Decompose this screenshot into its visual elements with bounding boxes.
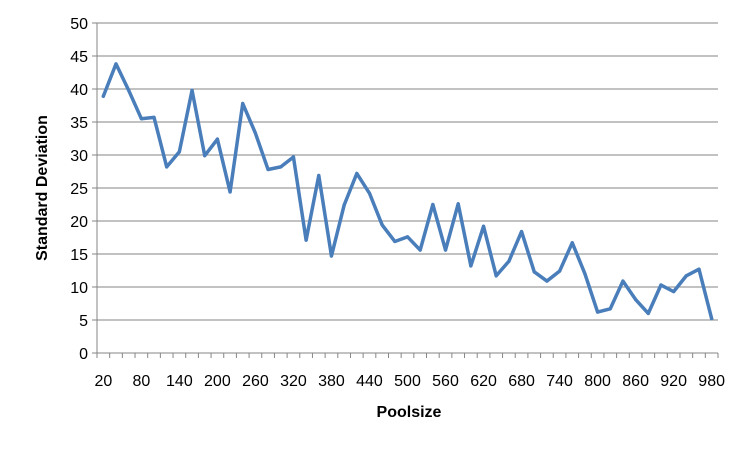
data-point	[621, 279, 625, 283]
data-point	[519, 229, 524, 234]
x-tick-label: 980	[698, 373, 725, 390]
x-tick-label: 320	[280, 373, 307, 390]
data-point	[367, 191, 372, 195]
data-point	[697, 267, 701, 271]
y-tick-label: 40	[70, 82, 88, 99]
x-tick-label: 920	[660, 373, 687, 390]
data-point	[672, 290, 676, 294]
data-point	[418, 248, 422, 252]
x-tick-label: 140	[166, 373, 193, 390]
y-tick-label: 5	[79, 313, 88, 330]
gridlines	[97, 22, 718, 321]
x-tick-label: 740	[546, 373, 573, 390]
data-point	[456, 202, 460, 206]
x-axis-title: Poolsize	[377, 404, 442, 421]
y-tick-label: 45	[70, 49, 88, 66]
data-point	[241, 101, 245, 106]
series-line	[101, 62, 714, 321]
x-tick-label: 80	[132, 373, 150, 390]
data-point	[710, 317, 714, 321]
data-point	[431, 202, 435, 207]
data-point	[545, 279, 549, 283]
data-point	[304, 238, 308, 242]
y-tick-label: 10	[70, 280, 88, 297]
data-point	[190, 88, 194, 92]
data-point	[228, 190, 232, 194]
data-point	[342, 203, 346, 207]
x-tick-label: 500	[394, 373, 421, 390]
data-point	[152, 115, 156, 119]
y-tick-label: 50	[70, 16, 88, 33]
data-point	[203, 154, 207, 158]
data-point	[380, 223, 384, 227]
data-point	[266, 167, 270, 172]
data-point	[557, 269, 562, 273]
data-point	[127, 88, 131, 92]
y-tick-label: 0	[79, 346, 88, 363]
x-tick-label: 380	[318, 373, 345, 390]
x-tick-labels: 20 80 140 200 260 320 380 440 500 560 620 680 740 800…	[94, 373, 725, 390]
data-point	[646, 311, 650, 315]
x-tick-label: 20	[94, 373, 112, 390]
data-point	[279, 165, 283, 169]
data-point	[139, 117, 143, 121]
data-point	[659, 283, 663, 287]
y-tick-labels: 0 5 10 15 20 25 30 35 40 45 50	[70, 16, 88, 363]
data-point	[596, 310, 600, 314]
x-tick-label: 680	[508, 373, 535, 390]
data-point	[317, 173, 321, 178]
data-point	[469, 264, 473, 268]
series	[101, 62, 714, 321]
data-point	[215, 137, 219, 141]
data-point	[608, 307, 612, 311]
data-point	[393, 239, 397, 244]
data-point	[355, 171, 359, 176]
y-tick-label: 30	[70, 148, 88, 165]
data-point	[507, 259, 511, 263]
data-point	[583, 272, 587, 276]
data-point	[532, 270, 536, 274]
data-point	[165, 165, 169, 169]
x-tick-label: 560	[432, 373, 459, 390]
y-tick-label: 15	[70, 247, 88, 264]
x-tick-label: 440	[356, 373, 383, 390]
x-tick-label: 860	[622, 373, 649, 390]
data-point	[329, 254, 334, 258]
data-point	[114, 62, 118, 66]
data-point	[443, 248, 448, 252]
x-tick-label: 260	[242, 373, 269, 390]
data-point	[684, 274, 688, 278]
axes	[92, 22, 719, 358]
data-point	[101, 94, 105, 98]
y-tick-label: 25	[70, 181, 88, 198]
y-tick-label: 20	[70, 214, 88, 231]
data-point	[177, 150, 181, 154]
y-tick-label: 35	[70, 115, 88, 132]
x-tick-label: 620	[470, 373, 497, 390]
x-tick-label: 200	[204, 373, 231, 390]
data-point	[405, 235, 410, 239]
data-point	[253, 131, 258, 135]
y-axis-title: Standard Deviation	[34, 115, 51, 261]
data-point	[494, 274, 498, 278]
data-point	[634, 297, 638, 302]
data-point	[291, 155, 296, 159]
x-tick-label: 800	[584, 373, 611, 390]
data-point	[570, 241, 574, 245]
data-point	[481, 224, 486, 228]
